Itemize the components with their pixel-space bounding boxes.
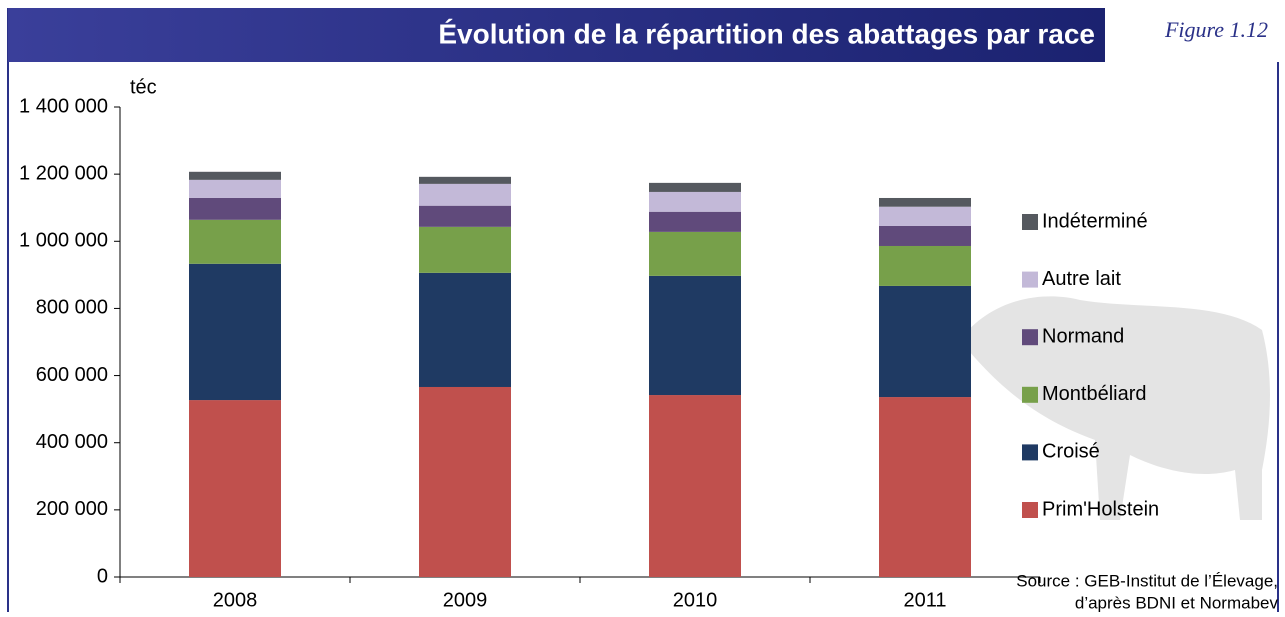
legend-swatch	[1022, 272, 1038, 288]
bar-segment	[649, 276, 741, 395]
legend-swatch	[1022, 214, 1038, 230]
y-tick-label: 1 400 000	[19, 95, 108, 117]
bar-segment	[419, 227, 511, 273]
bar-segment	[189, 198, 281, 220]
bar-segment	[189, 180, 281, 198]
bar-segment	[879, 286, 971, 397]
bar-segment	[419, 273, 511, 387]
bar-segment	[189, 400, 281, 577]
bar-segment	[419, 184, 511, 206]
legend-swatch	[1022, 387, 1038, 403]
bar-segment	[419, 387, 511, 577]
bar-segment	[189, 220, 281, 264]
bar-segment	[649, 212, 741, 232]
legend-label: Indéterminé	[1042, 210, 1148, 232]
figure-label: Figure 1.12	[1164, 17, 1268, 42]
legend-label: Autre lait	[1042, 268, 1121, 290]
chart-title: Évolution de la répartition des abattage…	[438, 18, 1095, 49]
y-tick-label: 1 200 000	[19, 162, 108, 184]
y-axis-label: téc	[130, 76, 157, 98]
y-tick-label: 200 000	[36, 498, 108, 520]
y-tick-label: 400 000	[36, 431, 108, 453]
x-tick-label: 2009	[443, 589, 488, 611]
legend-swatch	[1022, 329, 1038, 345]
bar-segment	[649, 232, 741, 276]
bar-segment	[419, 206, 511, 227]
bar-segment	[879, 207, 971, 226]
bar-segment	[879, 226, 971, 246]
bar-segment	[419, 177, 511, 184]
y-tick-label: 600 000	[36, 364, 108, 386]
x-tick-label: 2008	[213, 589, 258, 611]
bar-segment	[879, 397, 971, 577]
source: d’après BDNI et Normabev	[1075, 593, 1279, 612]
bar-segment	[649, 395, 741, 577]
source: Source : GEB-Institut de l’Élevage,	[1016, 571, 1278, 590]
y-tick-label: 800 000	[36, 297, 108, 319]
bar-segment	[879, 246, 971, 286]
bar-segment	[649, 183, 741, 192]
legend-swatch	[1022, 502, 1038, 518]
page: {"chart_data": {"type": "stacked-bar", "…	[0, 0, 1285, 612]
legend-label: Prim'Holstein	[1042, 498, 1159, 520]
x-tick-label: 2010	[673, 589, 718, 611]
bar-segment	[189, 264, 281, 400]
legend-label: Croisé	[1042, 441, 1100, 463]
legend-label: Montbéliard	[1042, 383, 1147, 405]
y-tick-label: 1 000 000	[19, 230, 108, 252]
bar-segment	[189, 172, 281, 180]
legend-label: Normand	[1042, 325, 1124, 347]
y-tick-label: 0	[97, 565, 108, 587]
chart: Évolution de la répartition des abattage…	[0, 0, 1285, 612]
bar-segment	[879, 198, 971, 207]
bar-segment	[649, 192, 741, 212]
x-tick-label: 2011	[903, 589, 946, 611]
legend-swatch	[1022, 444, 1038, 460]
